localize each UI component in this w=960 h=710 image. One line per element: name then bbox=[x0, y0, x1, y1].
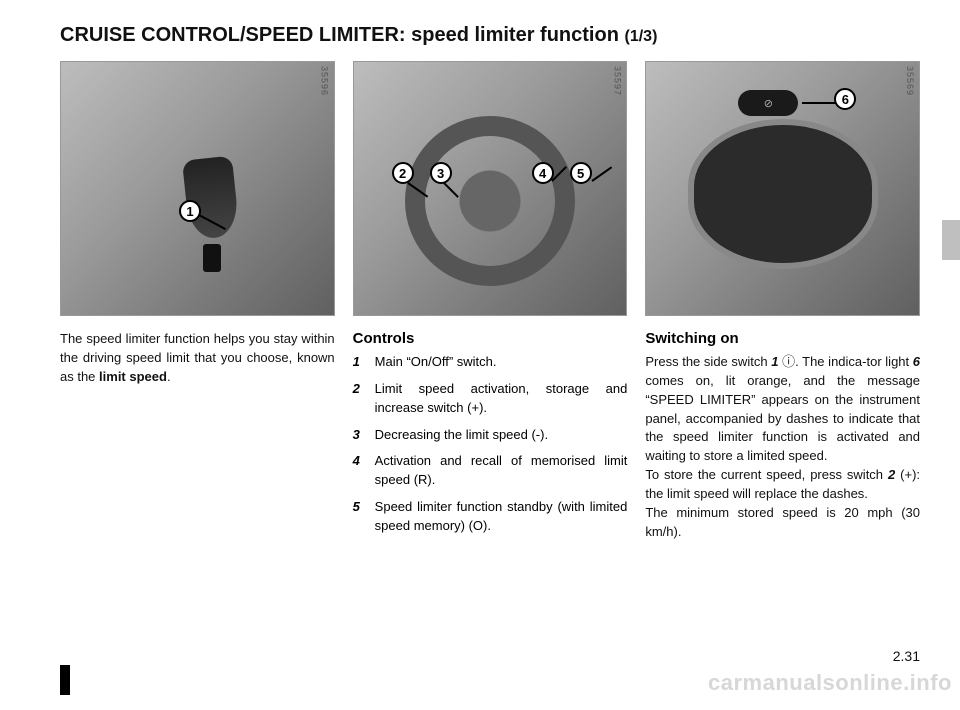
side-switch-shape bbox=[203, 244, 221, 272]
page-number: 2.31 bbox=[893, 648, 920, 664]
callout-4: 4 bbox=[532, 162, 554, 184]
control-item-1: 1Main “On/Off” switch. bbox=[353, 353, 628, 372]
control-item-2: 2Limit speed activation, storage and inc… bbox=[353, 380, 628, 418]
leader-5 bbox=[591, 166, 612, 181]
column-right: 35569 ⊘ 6 Switching on Press the side sw… bbox=[645, 61, 920, 544]
column-middle: 35597 2 3 4 5 Controls 1Main “On/Off” sw… bbox=[353, 61, 628, 544]
callout-2: 2 bbox=[392, 162, 414, 184]
manual-page: CRUISE CONTROL/SPEED LIMITER: speed limi… bbox=[0, 0, 960, 710]
limiter-indicator-icon: ⊘ bbox=[738, 90, 798, 116]
photo-id-mid: 35597 bbox=[612, 66, 622, 96]
photo-instrument-panel: 35569 ⊘ 6 bbox=[645, 61, 920, 316]
switching-on-p1: Press the side switch 1 ⓘ. The indica-to… bbox=[645, 353, 920, 466]
switching-on-p2: To store the current speed, press switch… bbox=[645, 466, 920, 504]
controls-heading: Controls bbox=[353, 330, 628, 347]
leader-6 bbox=[802, 102, 836, 104]
photo-id-right: 35569 bbox=[905, 66, 915, 96]
intro-text: The speed limiter function helps you sta… bbox=[60, 330, 335, 387]
callout-3: 3 bbox=[430, 162, 452, 184]
callout-5: 5 bbox=[570, 162, 592, 184]
section-thumb-tab bbox=[942, 220, 960, 260]
page-title: CRUISE CONTROL/SPEED LIMITER: speed limi… bbox=[60, 24, 920, 47]
control-item-4: 4Activation and recall of memorised limi… bbox=[353, 452, 628, 490]
crop-mark bbox=[60, 665, 70, 695]
columns: 35596 1 The speed limiter function helps… bbox=[60, 61, 920, 544]
control-item-5: 5Speed limiter function standby (with li… bbox=[353, 498, 628, 536]
photo-steering-wheel: 35597 2 3 4 5 bbox=[353, 61, 628, 316]
controls-list: 1Main “On/Off” switch. 2Limit speed acti… bbox=[353, 353, 628, 536]
watermark-text: carmanualsonline.info bbox=[708, 670, 952, 696]
photo-id-left: 35596 bbox=[320, 66, 330, 96]
callout-1: 1 bbox=[179, 200, 201, 222]
gear-lever-shape bbox=[182, 156, 240, 241]
callout-6: 6 bbox=[834, 88, 856, 110]
switching-on-p3: The minimum stored speed is 20 mph (30 k… bbox=[645, 504, 920, 542]
steering-wheel-shape bbox=[405, 116, 575, 286]
title-part: (1/3) bbox=[625, 28, 658, 45]
photo-center-console: 35596 1 bbox=[60, 61, 335, 316]
title-main: CRUISE CONTROL/SPEED LIMITER: speed limi… bbox=[60, 24, 619, 46]
instrument-cluster-shape bbox=[688, 119, 878, 269]
control-item-3: 3Decreasing the limit speed (-). bbox=[353, 426, 628, 445]
switching-on-heading: Switching on bbox=[645, 330, 920, 347]
column-left: 35596 1 The speed limiter function helps… bbox=[60, 61, 335, 544]
